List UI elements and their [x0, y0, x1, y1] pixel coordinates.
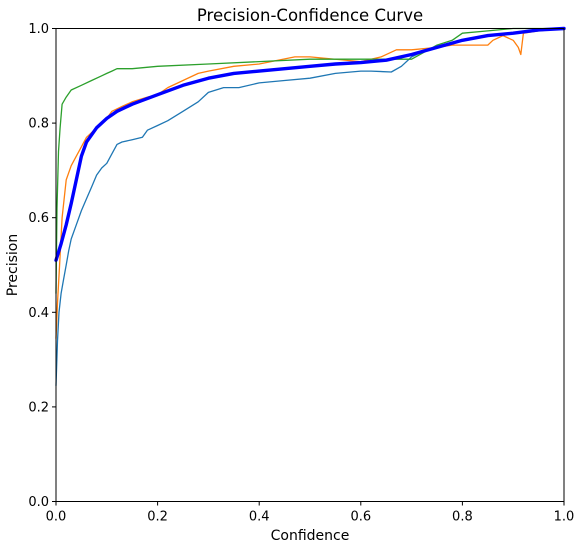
x-tick-label: 0.8	[452, 510, 473, 525]
series-layer	[54, 26, 566, 387]
x-tick-label: 0.4	[249, 510, 270, 525]
x-axis: 0.0 0.2 0.4 0.6 0.8 1.0	[46, 501, 575, 525]
chart-title: Precision-Confidence Curve	[197, 6, 423, 25]
x-tick-label: 0.6	[350, 510, 371, 525]
x-axis-label: Confidence	[271, 528, 350, 544]
series-line-2	[55, 27, 565, 339]
y-tick-label: 0.2	[28, 400, 49, 415]
series-line-4	[54, 26, 566, 262]
x-tick-label: 1.0	[554, 510, 575, 525]
series-line-1	[55, 27, 565, 387]
y-axis: 0.0 0.2 0.4 0.6 0.8 1.0	[28, 22, 56, 510]
y-tick-label: 0.4	[28, 306, 49, 321]
series-line-3	[55, 27, 565, 295]
y-tick-label: 0.0	[28, 495, 49, 510]
y-tick-label: 0.6	[28, 211, 49, 226]
x-tick-label: 0.0	[46, 510, 67, 525]
y-tick-label: 0.8	[28, 117, 49, 132]
y-axis-label: Precision	[5, 234, 21, 296]
x-tick-label: 0.2	[147, 510, 168, 525]
y-tick-label: 1.0	[28, 22, 49, 37]
plot-frame	[55, 28, 565, 502]
